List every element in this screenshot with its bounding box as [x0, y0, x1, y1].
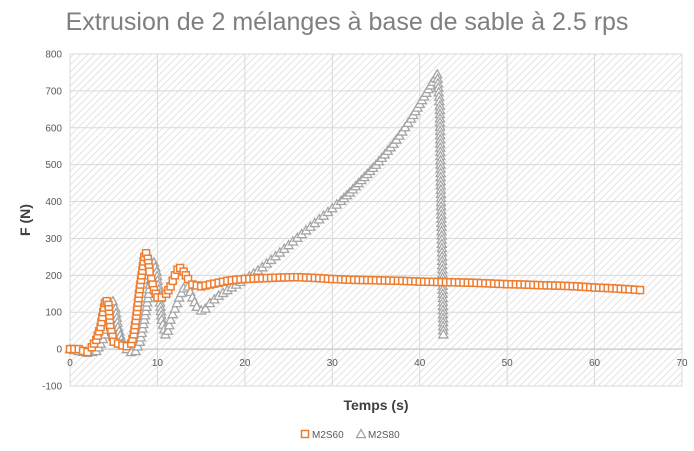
data-point [437, 328, 449, 339]
y-tick-label: 800 [45, 50, 62, 61]
legend-marker [300, 429, 310, 439]
y-tick-label: 500 [45, 160, 62, 171]
y-tick-label: 400 [45, 197, 62, 208]
legend-label: M2S60 [312, 430, 344, 441]
y-tick-label: 200 [45, 271, 62, 282]
data-point [183, 274, 193, 284]
data-point [145, 267, 154, 276]
legend-marker [355, 428, 367, 439]
data-point [164, 313, 177, 324]
series-layer [64, 68, 645, 358]
x-tick-label: 50 [502, 358, 514, 369]
x-tick-label: 10 [152, 358, 164, 369]
data-point [167, 308, 179, 319]
data-point [169, 302, 181, 313]
data-point [171, 297, 183, 308]
legend: M2S60 M2S80 [300, 428, 400, 441]
plot-area [70, 54, 682, 386]
data-point [199, 302, 212, 313]
x-tick-label: 20 [239, 358, 251, 369]
chart-title: Extrusion de 2 mélanges à base de sable … [65, 8, 629, 36]
data-point [162, 324, 174, 335]
data-point [191, 300, 203, 311]
x-tick-label: 40 [414, 358, 426, 369]
x-axis-title: Temps (s) [343, 397, 408, 413]
data-point [635, 285, 645, 295]
tick-labels: -100 0 100 200 300 400 500 600 700 800 0 10 20 30 40 50… [42, 50, 688, 393]
series-M2S60 [65, 248, 645, 357]
y-tick-label: 100 [45, 308, 62, 319]
x-tick-label: 0 [67, 358, 73, 369]
data-point [83, 347, 92, 357]
y-axis-title: F (N) [17, 204, 33, 236]
x-tick-label: 60 [589, 358, 601, 369]
x-tick-label: 30 [327, 358, 339, 369]
y-tick-label: 300 [45, 234, 62, 245]
y-tick-label: 700 [45, 86, 62, 97]
y-tick-label: 600 [45, 123, 62, 134]
x-tick-label: 70 [676, 358, 688, 369]
y-tick-label: -100 [42, 382, 62, 393]
y-tick-label: 0 [56, 345, 62, 356]
legend-item: M2S80 [355, 428, 400, 441]
legend-item: M2S60 [300, 429, 344, 441]
legend-label: M2S80 [368, 430, 400, 441]
data-point [163, 319, 175, 330]
